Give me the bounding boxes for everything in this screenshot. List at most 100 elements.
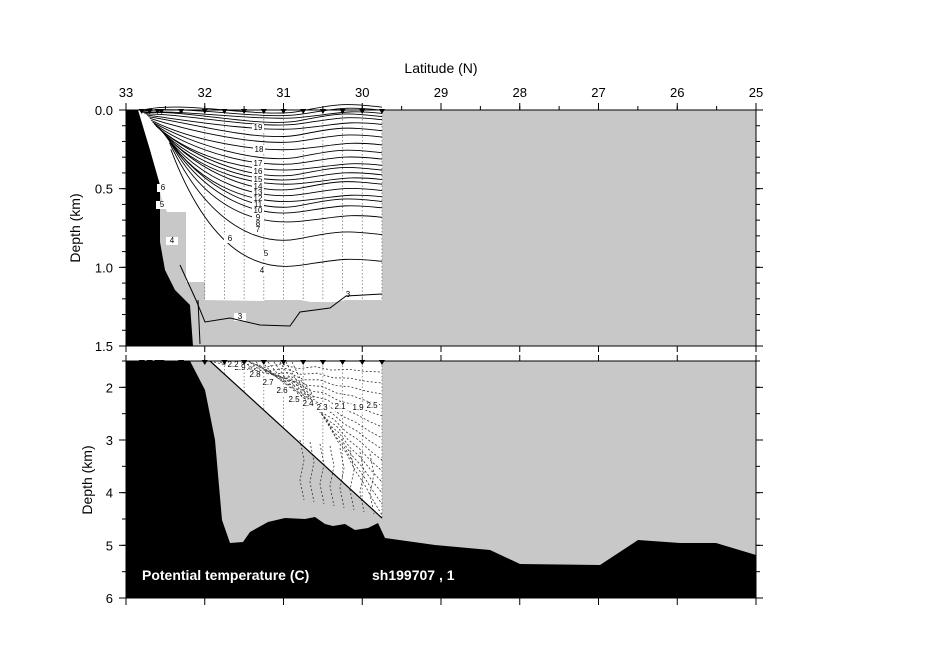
x-tick-label: 30 [355, 85, 369, 100]
station-marker [378, 360, 385, 365]
contour-label: 3 [238, 312, 243, 321]
contour-line [261, 361, 383, 461]
contour-label-bg [342, 291, 354, 299]
contour-label-bg [252, 201, 264, 209]
contour-line [144, 112, 383, 123]
upper-bottom-topography [126, 110, 193, 346]
contour-label-bg [226, 361, 240, 369]
station-marker [241, 360, 248, 365]
contour-label: 2.6 [276, 386, 288, 395]
station-marker [339, 360, 346, 365]
x-tick-label: 28 [513, 85, 527, 100]
y-tick-label: 1.5 [95, 339, 113, 354]
contour-label: 14 [254, 182, 263, 191]
contour-label-bg [351, 404, 365, 412]
station-marker [359, 109, 366, 114]
contour-label: 12 [254, 194, 263, 203]
upper-y-axis-title: Depth (km) [67, 193, 83, 262]
station-marker [280, 109, 287, 114]
y-tick-label: 6 [106, 591, 113, 606]
contour-label: 13 [254, 188, 263, 197]
station-marker [154, 109, 161, 114]
contour-line [162, 131, 383, 197]
contour-line [159, 128, 383, 185]
station-marker [300, 360, 307, 365]
station-marker [221, 109, 228, 114]
contour-line [164, 134, 383, 208]
contour-label: 2.5 [288, 395, 300, 404]
contour-label: 2.4 [302, 399, 314, 408]
contour-line [167, 138, 383, 223]
x-tick-label: 33 [119, 85, 133, 100]
contour-line [213, 360, 383, 373]
contour-label-bg [252, 168, 264, 176]
x-tick-label: 31 [276, 85, 290, 100]
contour-label: 11 [254, 200, 263, 209]
x-tick-label: 25 [749, 85, 763, 100]
contour-label: 3 [346, 290, 351, 299]
station-marker [138, 360, 145, 365]
contour-label-bg [252, 160, 264, 168]
contour-label-bg [252, 189, 264, 197]
lower-contours: 2.92.82.72.62.52.42.32.11.92.52.2 [213, 360, 383, 516]
upper-y-axis: 0.0 0.5 1.0 1.5 [95, 103, 763, 354]
station-marker [146, 109, 153, 114]
contour-line [149, 117, 383, 143]
y-tick-label: 0.0 [95, 103, 113, 118]
y-tick-label: 0.5 [95, 182, 113, 197]
station-marker [339, 109, 346, 114]
contour-label-bg [261, 379, 275, 387]
y-tick-label: 3 [106, 433, 113, 448]
contour-label-bg [253, 146, 265, 154]
contour-line [279, 361, 383, 494]
station-marker [158, 360, 165, 365]
lower-bottom-topography [126, 361, 756, 598]
contour-label-bg [252, 183, 264, 191]
contour-label: 10 [254, 206, 263, 215]
x-tick-label: 26 [670, 85, 684, 100]
contour-label: 2.1 [334, 402, 346, 411]
lower-y-axis: 2 3 4 5 6 [106, 360, 763, 606]
station-marker [178, 109, 185, 114]
y-tick-label: 5 [106, 538, 113, 553]
contour-line [225, 361, 383, 395]
contour-line [152, 121, 383, 160]
contour-line [148, 116, 383, 138]
contour-label-bg [333, 403, 347, 411]
contour-label-bg [287, 396, 301, 404]
contour-line [291, 361, 383, 516]
contour-line [249, 361, 383, 439]
station-marker [300, 109, 307, 114]
contour-label-bg [248, 371, 262, 379]
contour-label-bg [315, 404, 329, 412]
upper-station-markers [138, 109, 385, 114]
contour-label: 4 [170, 236, 175, 245]
contour-line [231, 361, 383, 406]
lower-y-axis-title: Depth (km) [79, 445, 95, 514]
contour-label: 6 [161, 183, 166, 192]
contour-label: 17 [254, 159, 263, 168]
x-tick-label: 27 [591, 85, 605, 100]
contour-label-bg [252, 214, 264, 222]
contour-label-bg [252, 124, 264, 132]
contour-label-bg [252, 195, 264, 203]
contour-label-bg [256, 267, 268, 275]
station-marker [158, 109, 165, 114]
contour-line [168, 142, 383, 241]
station-marker [146, 360, 153, 365]
contour-line [156, 126, 383, 177]
contour-label: 2.3 [316, 403, 328, 412]
station-marker [241, 109, 248, 114]
variable-label: Potential temperature (C) [142, 567, 309, 583]
contour-label-bg [224, 235, 236, 243]
contour-label-bg [252, 176, 264, 184]
contour-label-bg [252, 226, 264, 234]
x-tick-label: 32 [198, 85, 212, 100]
lower-panel: 2.92.82.72.62.52.42.32.11.92.52.2 [125, 360, 757, 599]
contour-label-bg [301, 400, 315, 408]
station-marker [201, 109, 208, 114]
contour-label: 2.2 [227, 360, 239, 369]
station-marker [221, 360, 228, 365]
